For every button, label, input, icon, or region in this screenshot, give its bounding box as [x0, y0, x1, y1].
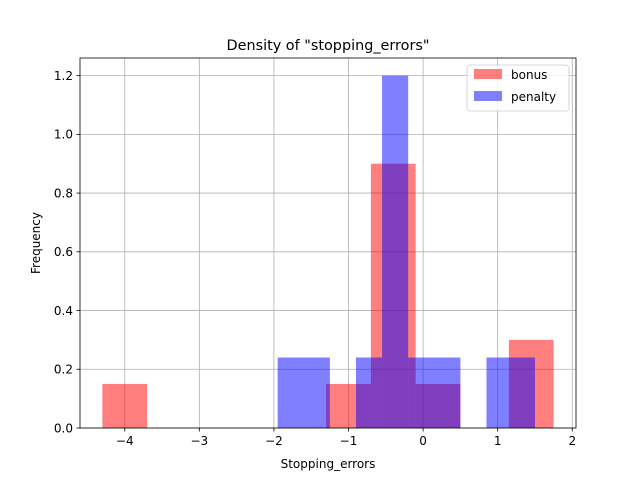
x-tick-label: −2 [265, 434, 283, 448]
y-axis-ticks: 0.0 0.2 0.4 0.6 0.8 1.0 1.2 [54, 69, 80, 435]
bars-layer [102, 75, 554, 428]
y-tick-label: 0.6 [54, 245, 73, 259]
legend-label-bonus: bonus [511, 68, 547, 82]
chart-title: Density of "stopping_errors" [227, 38, 430, 54]
y-tick-label: 1.0 [54, 128, 73, 142]
plot-frame [79, 57, 577, 429]
bar-penalty [430, 357, 461, 428]
x-tick-label: −3 [190, 434, 208, 448]
x-tick-label: 0 [419, 434, 427, 448]
x-tick-label: 1 [494, 434, 502, 448]
x-tick-label: −1 [340, 434, 358, 448]
bar-penalty [382, 75, 409, 428]
y-tick-label: 0.4 [54, 304, 73, 318]
y-tick-label: 0.2 [54, 363, 73, 377]
x-tick-label: −4 [116, 434, 134, 448]
legend-label-penalty: penalty [511, 90, 556, 104]
bar-penalty [408, 357, 431, 428]
y-axis-label: Frequency [29, 212, 43, 274]
y-tick-label: 0.0 [54, 421, 73, 435]
bar-penalty [355, 357, 383, 428]
x-tick-label: 2 [568, 434, 576, 448]
y-tick-label: 1.2 [54, 69, 73, 83]
bar-penalty [486, 357, 535, 428]
y-tick-label: 0.8 [54, 186, 73, 200]
legend-swatch-penalty [474, 91, 502, 101]
legend-swatch-bonus [474, 69, 502, 79]
x-axis-ticks: −4 −3 −2 −1 0 1 2 [116, 428, 576, 448]
legend: bonus penalty [466, 64, 570, 112]
x-axis-label: Stopping_errors [281, 457, 376, 471]
bar-penalty [277, 357, 330, 428]
bar-bonus [102, 383, 148, 428]
